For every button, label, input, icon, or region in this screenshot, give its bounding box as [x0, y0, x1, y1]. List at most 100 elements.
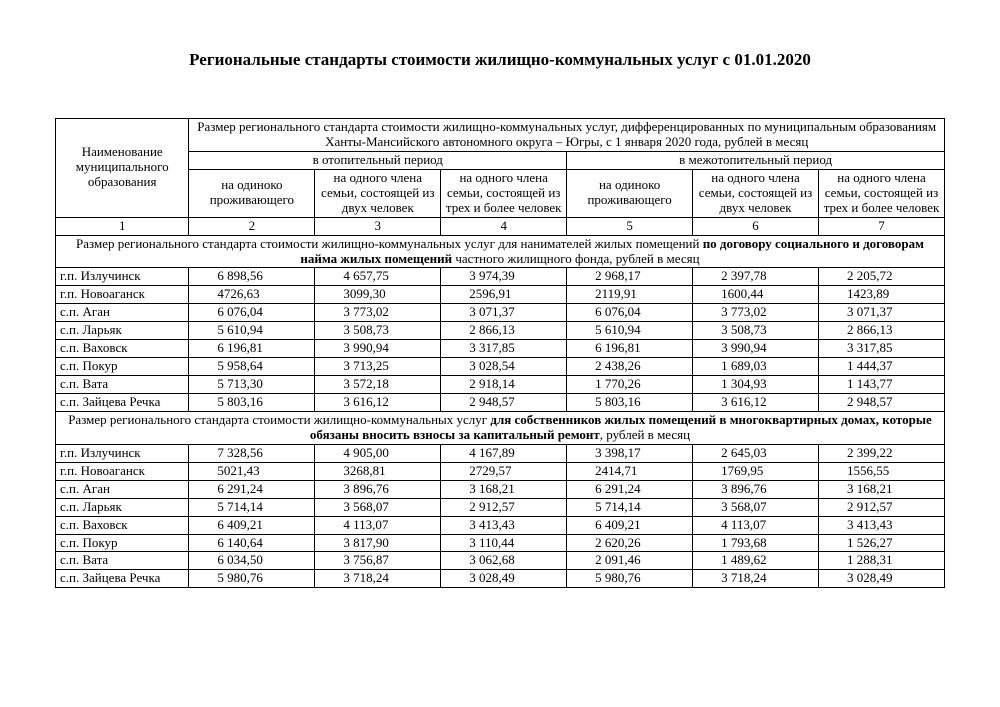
- cell-v5: 3 568,07: [693, 498, 819, 516]
- cell-v3: 2729,57: [441, 462, 567, 480]
- table-row: г.п. Излучинск6 898,564 657,753 974,392 …: [56, 268, 945, 286]
- cell-v6: 1 444,37: [819, 358, 945, 376]
- colnum-6: 6: [693, 217, 819, 235]
- cell-v5: 2 645,03: [693, 444, 819, 462]
- cell-name: с.п. Ларьяк: [56, 498, 189, 516]
- cell-v5: 3 616,12: [693, 394, 819, 412]
- cell-v5: 3 773,02: [693, 304, 819, 322]
- cell-v4: 2 620,26: [567, 534, 693, 552]
- cell-v2: 3 713,25: [315, 358, 441, 376]
- table-row: с.п. Покур5 958,643 713,253 028,542 438,…: [56, 358, 945, 376]
- cell-v1: 6 196,81: [189, 340, 315, 358]
- cell-v5: 4 113,07: [693, 516, 819, 534]
- colnum-4: 4: [441, 217, 567, 235]
- col-top: Размер регионального стандарта стоимости…: [189, 119, 945, 152]
- cell-v4: 2 968,17: [567, 268, 693, 286]
- col-single-2: на одиноко проживающего: [567, 169, 693, 217]
- cell-v6: 2 912,57: [819, 498, 945, 516]
- cell-v4: 2414,71: [567, 462, 693, 480]
- cell-v3: 3 110,44: [441, 534, 567, 552]
- cell-v6: 1 526,27: [819, 534, 945, 552]
- colnum-3: 3: [315, 217, 441, 235]
- cell-v6: 3 317,85: [819, 340, 945, 358]
- cell-v3: 3 413,43: [441, 516, 567, 534]
- cell-v3: 2 912,57: [441, 498, 567, 516]
- cell-v3: 3 974,39: [441, 268, 567, 286]
- cell-v1: 6 291,24: [189, 480, 315, 498]
- cell-name: с.п. Зайцева Речка: [56, 570, 189, 588]
- col-two-1: на одного члена семьи, состоящей из двух…: [315, 169, 441, 217]
- cell-v2: 3 896,76: [315, 480, 441, 498]
- col-two-2: на одного члена семьи, состоящей из двух…: [693, 169, 819, 217]
- cell-v4: 6 076,04: [567, 304, 693, 322]
- cell-name: г.п. Излучинск: [56, 268, 189, 286]
- cell-v2: 4 905,00: [315, 444, 441, 462]
- cell-v5: 1600,44: [693, 286, 819, 304]
- cell-v1: 5 714,14: [189, 498, 315, 516]
- cell-v4: 5 803,16: [567, 394, 693, 412]
- cell-v6: 2 399,22: [819, 444, 945, 462]
- cell-name: с.п. Ваховск: [56, 340, 189, 358]
- cell-v3: 3 028,49: [441, 570, 567, 588]
- table-row: с.п. Ваховск6 409,214 113,073 413,436 40…: [56, 516, 945, 534]
- cell-v6: 2 948,57: [819, 394, 945, 412]
- section-2: Размер регионального стандарта стоимости…: [56, 411, 945, 444]
- cell-v1: 5 803,16: [189, 394, 315, 412]
- cell-name: с.п. Аган: [56, 480, 189, 498]
- cell-v4: 6 291,24: [567, 480, 693, 498]
- col-single-1: на одиноко проживающего: [189, 169, 315, 217]
- cell-v4: 2 438,26: [567, 358, 693, 376]
- cell-v5: 3 508,73: [693, 322, 819, 340]
- cell-v2: 4 113,07: [315, 516, 441, 534]
- cell-v2: 4 657,75: [315, 268, 441, 286]
- cell-v6: 2 205,72: [819, 268, 945, 286]
- cell-name: г.п. Новоаганск: [56, 462, 189, 480]
- cell-v2: 3 756,87: [315, 552, 441, 570]
- cell-v5: 3 718,24: [693, 570, 819, 588]
- cell-v1: 4726,63: [189, 286, 315, 304]
- cell-v6: 3 028,49: [819, 570, 945, 588]
- cell-v1: 5 610,94: [189, 322, 315, 340]
- cell-v1: 6 076,04: [189, 304, 315, 322]
- cell-name: с.п. Вата: [56, 376, 189, 394]
- cell-v2: 3099,30: [315, 286, 441, 304]
- cell-v6: 2 866,13: [819, 322, 945, 340]
- cell-v1: 6 034,50: [189, 552, 315, 570]
- cell-v1: 5 958,64: [189, 358, 315, 376]
- cell-v4: 5 980,76: [567, 570, 693, 588]
- table-row: г.п. Излучинск7 328,564 905,004 167,893 …: [56, 444, 945, 462]
- cell-v2: 3 572,18: [315, 376, 441, 394]
- cell-v1: 6 140,64: [189, 534, 315, 552]
- table-row: с.п. Вата6 034,503 756,873 062,682 091,4…: [56, 552, 945, 570]
- cell-v3: 3 028,54: [441, 358, 567, 376]
- cell-v2: 3 773,02: [315, 304, 441, 322]
- table-row: с.п. Аган6 291,243 896,763 168,216 291,2…: [56, 480, 945, 498]
- table-row: с.п. Зайцева Речка5 980,763 718,243 028,…: [56, 570, 945, 588]
- colnum-2: 2: [189, 217, 315, 235]
- col-three-2: на одного члена семьи, состоящей из трех…: [819, 169, 945, 217]
- cell-v3: 3 071,37: [441, 304, 567, 322]
- cell-name: с.п. Ваховск: [56, 516, 189, 534]
- cell-v4: 5 610,94: [567, 322, 693, 340]
- cell-v3: 4 167,89: [441, 444, 567, 462]
- cell-v4: 3 398,17: [567, 444, 693, 462]
- cell-v3: 2 918,14: [441, 376, 567, 394]
- cell-v4: 6 409,21: [567, 516, 693, 534]
- cell-v6: 1 288,31: [819, 552, 945, 570]
- colnum-7: 7: [819, 217, 945, 235]
- cell-v1: 5 980,76: [189, 570, 315, 588]
- cell-v5: 1 304,93: [693, 376, 819, 394]
- cell-name: с.п. Зайцева Речка: [56, 394, 189, 412]
- cell-v4: 6 196,81: [567, 340, 693, 358]
- cell-name: с.п. Покур: [56, 534, 189, 552]
- cell-v3: 2596,91: [441, 286, 567, 304]
- col-non-heating: в межотопительный период: [567, 151, 945, 169]
- cell-name: с.п. Ларьяк: [56, 322, 189, 340]
- standards-table: Наименование муниципального образованияР…: [55, 118, 945, 588]
- cell-v6: 1423,89: [819, 286, 945, 304]
- cell-v3: 2 948,57: [441, 394, 567, 412]
- cell-name: г.п. Излучинск: [56, 444, 189, 462]
- cell-v4: 2 091,46: [567, 552, 693, 570]
- col-heating: в отопительный период: [189, 151, 567, 169]
- cell-v5: 1769,95: [693, 462, 819, 480]
